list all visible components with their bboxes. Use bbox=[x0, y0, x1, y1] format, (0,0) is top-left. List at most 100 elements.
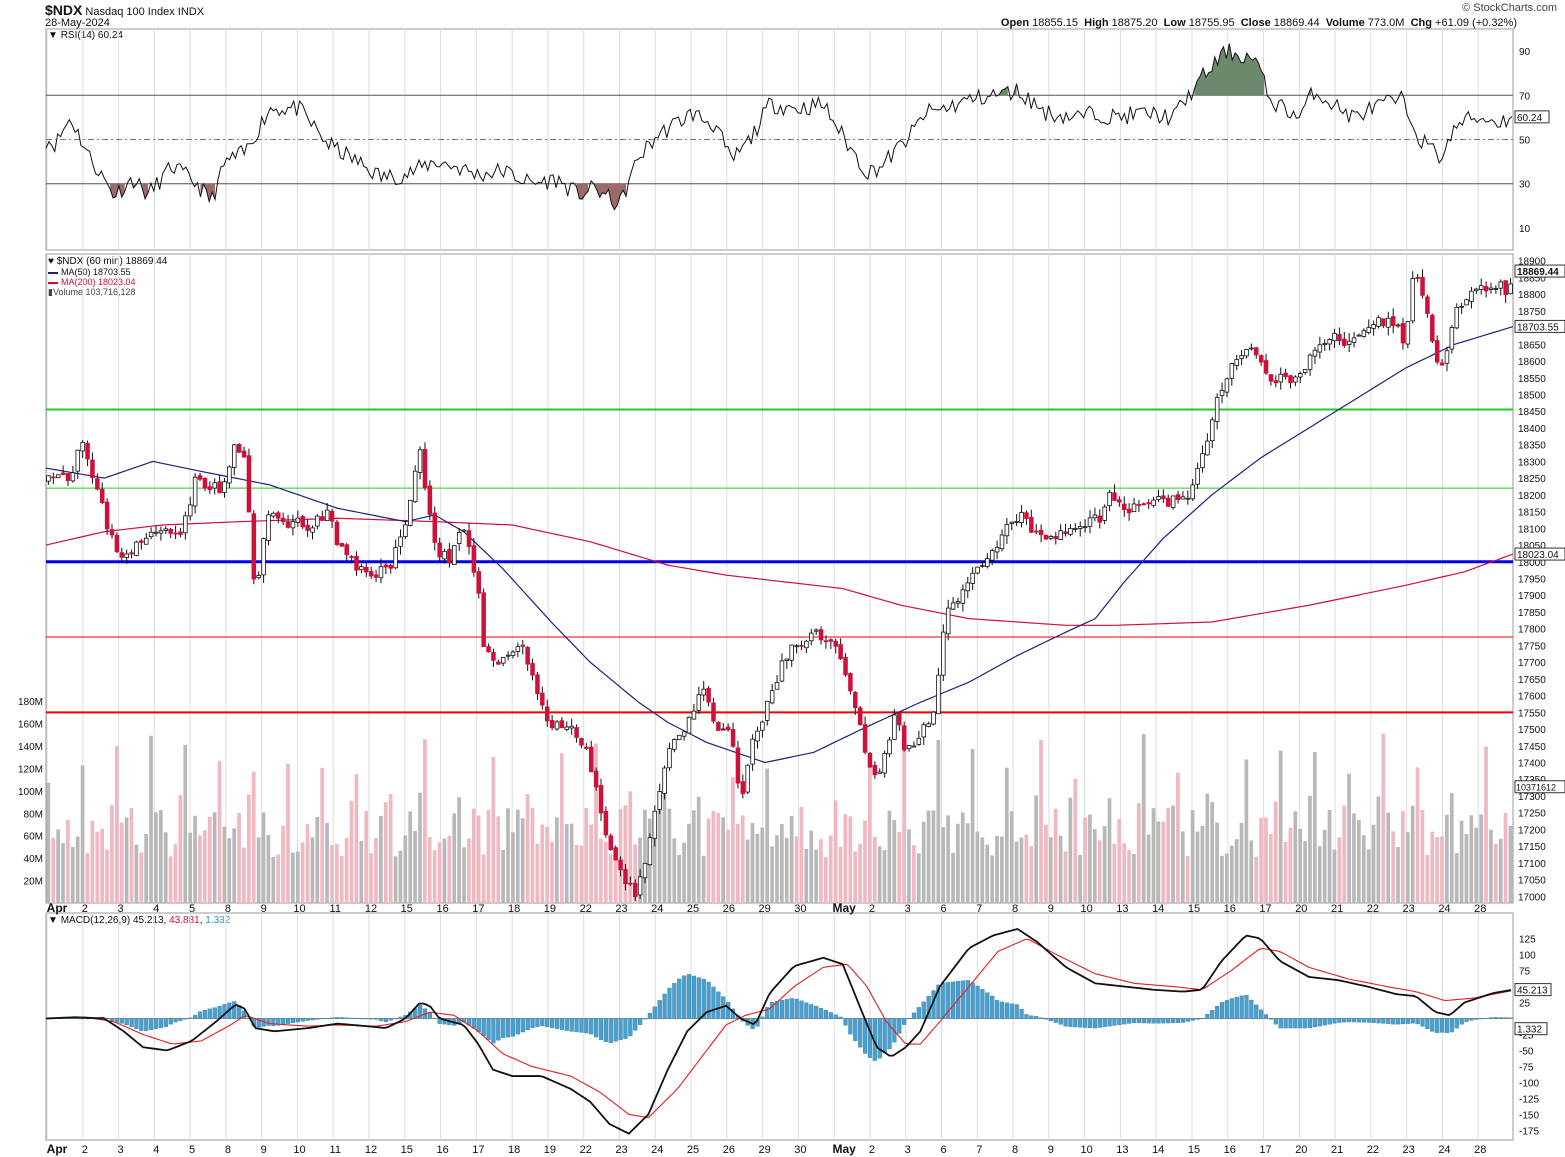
macd-histogram-bar bbox=[281, 1018, 286, 1025]
macd-histogram-bar bbox=[124, 1018, 129, 1026]
candle-body bbox=[926, 723, 931, 727]
macd-histogram-bar bbox=[1039, 1017, 1044, 1019]
volume-bar bbox=[281, 825, 285, 903]
macd-histogram-bar bbox=[774, 1001, 780, 1019]
price-tick-label: 17150 bbox=[1518, 842, 1546, 853]
candle-body bbox=[833, 640, 838, 647]
macd-histogram-bar bbox=[1391, 1018, 1396, 1025]
candle-body bbox=[1156, 496, 1161, 500]
candle-body bbox=[139, 540, 144, 543]
macd-hist-value-box bbox=[1514, 1022, 1548, 1036]
candle-body bbox=[1332, 333, 1337, 342]
macd-histogram-bar bbox=[682, 975, 687, 1019]
volume-bar bbox=[105, 849, 109, 903]
candle-body bbox=[305, 524, 310, 531]
volume-bar bbox=[897, 832, 902, 903]
macd-legend-icon: ▼ bbox=[48, 915, 58, 926]
candle-body bbox=[266, 514, 271, 541]
candle-body bbox=[1337, 334, 1342, 342]
hist-legend-value: 1.332 bbox=[205, 915, 231, 926]
volume-bar bbox=[256, 837, 261, 903]
macd-histogram-bar bbox=[598, 1018, 604, 1040]
candle-body bbox=[809, 632, 814, 642]
candle-body bbox=[178, 531, 183, 535]
macd-histogram-bar bbox=[594, 1018, 599, 1038]
volume-bar bbox=[178, 794, 183, 903]
candle-body bbox=[373, 574, 379, 578]
volume-bar bbox=[858, 843, 862, 903]
macd-histogram-bar bbox=[1146, 1018, 1151, 1024]
volume-bar bbox=[682, 842, 686, 903]
x-tick-label: 8 bbox=[225, 1144, 231, 1156]
rsi-oversold-fill bbox=[576, 183, 589, 200]
macd-histogram-bar bbox=[814, 1006, 819, 1019]
price-tick-label: 17300 bbox=[1518, 792, 1546, 803]
x-tick-label: 24 bbox=[651, 903, 663, 915]
volume-bar bbox=[902, 748, 906, 903]
candle-body bbox=[452, 545, 457, 566]
rsi-oversold-fill bbox=[593, 183, 626, 210]
volume-bar bbox=[374, 837, 378, 903]
volume-bar bbox=[139, 852, 144, 903]
volume-bar bbox=[276, 854, 281, 903]
x-tick-label: 16 bbox=[436, 903, 448, 915]
candle-body bbox=[114, 534, 120, 553]
volume-bar bbox=[100, 828, 104, 903]
volume-bar bbox=[320, 767, 325, 903]
volume-bar bbox=[46, 782, 51, 903]
macd-histogram-bar bbox=[481, 1018, 486, 1036]
volume-bar bbox=[814, 849, 818, 903]
volume-bar bbox=[1498, 838, 1503, 903]
macd-histogram-bar bbox=[686, 974, 692, 1019]
volume-bar bbox=[1489, 829, 1493, 903]
volume-bar bbox=[476, 815, 481, 903]
volume-bar bbox=[251, 771, 256, 903]
macd-histogram-bar bbox=[300, 1018, 305, 1022]
macd-histogram-bar bbox=[1356, 1018, 1362, 1023]
macd-histogram-bar bbox=[285, 1018, 291, 1024]
macd-histogram-bar bbox=[613, 1018, 618, 1042]
volume-bar bbox=[1303, 841, 1307, 903]
x-tick-label: 10 bbox=[293, 903, 305, 915]
macd-histogram-bar bbox=[603, 1018, 609, 1042]
price-tick-label: 18450 bbox=[1518, 407, 1546, 418]
macd-histogram-bar bbox=[75, 1018, 80, 1020]
price-tick-label: 18500 bbox=[1518, 391, 1546, 402]
macd-histogram-bar bbox=[486, 1018, 491, 1040]
candle-body bbox=[862, 724, 868, 753]
volume-bar bbox=[760, 827, 765, 903]
volume-bar bbox=[750, 822, 755, 903]
volume-bar bbox=[246, 794, 251, 903]
volume-bar bbox=[848, 816, 853, 903]
macd-histogram-bar bbox=[716, 991, 721, 1019]
macd-histogram-bar bbox=[540, 1018, 545, 1027]
volume-tick-label: 40M bbox=[24, 854, 43, 865]
candle-body bbox=[955, 601, 961, 604]
volume-bar bbox=[1366, 849, 1371, 903]
macd-histogram-bar bbox=[618, 1018, 623, 1041]
macd-histogram-bar bbox=[153, 1018, 159, 1029]
high-value: 18875.20 bbox=[1111, 17, 1158, 29]
price-tick-label: 17250 bbox=[1518, 809, 1546, 820]
macd-histogram-bar bbox=[1342, 1018, 1347, 1023]
candle-body bbox=[584, 746, 589, 749]
candle-body bbox=[945, 607, 951, 635]
price-tick-label: 18000 bbox=[1518, 558, 1546, 569]
volume-bar bbox=[936, 739, 941, 903]
candle-body bbox=[398, 536, 403, 547]
candle-body bbox=[95, 478, 100, 490]
candle-body bbox=[1307, 354, 1313, 370]
volume-bar bbox=[1288, 827, 1293, 903]
candle-body bbox=[569, 725, 574, 729]
volume-bar bbox=[471, 808, 476, 903]
volume-bar bbox=[237, 813, 241, 903]
macd-signal-line bbox=[45, 938, 1512, 1119]
candle-body bbox=[422, 449, 428, 489]
candle-body bbox=[329, 510, 335, 522]
candle-body bbox=[676, 734, 682, 740]
macd-histogram-bar bbox=[809, 1004, 814, 1019]
candle-body bbox=[877, 771, 883, 774]
macd-histogram-bar bbox=[1078, 1018, 1083, 1028]
candle-body bbox=[70, 472, 76, 482]
